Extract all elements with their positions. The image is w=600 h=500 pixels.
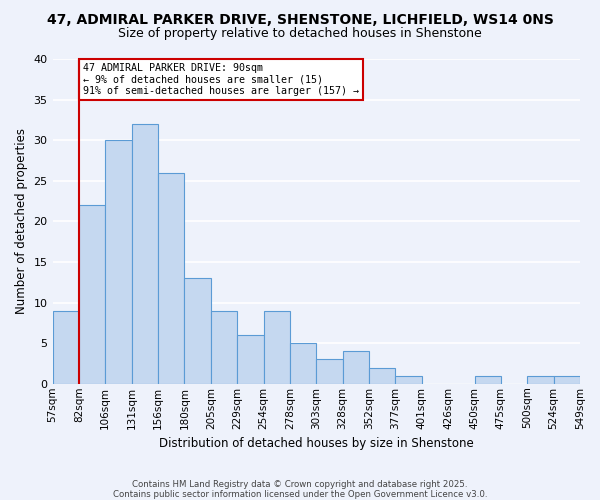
Bar: [131, 124, 158, 384]
Bar: [237, 335, 263, 384]
X-axis label: Distribution of detached houses by size in Shenstone: Distribution of detached houses by size …: [159, 437, 473, 450]
Text: Contains HM Land Registry data © Crown copyright and database right 2025.: Contains HM Land Registry data © Crown c…: [132, 480, 468, 489]
Bar: [475, 376, 501, 384]
Bar: [527, 376, 554, 384]
Bar: [343, 352, 369, 384]
Bar: [53, 310, 79, 384]
Bar: [184, 278, 211, 384]
Bar: [554, 376, 580, 384]
Bar: [211, 310, 237, 384]
Text: Size of property relative to detached houses in Shenstone: Size of property relative to detached ho…: [118, 28, 482, 40]
Bar: [158, 172, 184, 384]
Text: 47, ADMIRAL PARKER DRIVE, SHENSTONE, LICHFIELD, WS14 0NS: 47, ADMIRAL PARKER DRIVE, SHENSTONE, LIC…: [47, 12, 553, 26]
Bar: [395, 376, 422, 384]
Text: Contains public sector information licensed under the Open Government Licence v3: Contains public sector information licen…: [113, 490, 487, 499]
Bar: [263, 310, 290, 384]
Bar: [290, 343, 316, 384]
Bar: [316, 360, 343, 384]
Bar: [369, 368, 395, 384]
Y-axis label: Number of detached properties: Number of detached properties: [15, 128, 28, 314]
Bar: [79, 205, 105, 384]
Text: 47 ADMIRAL PARKER DRIVE: 90sqm
← 9% of detached houses are smaller (15)
91% of s: 47 ADMIRAL PARKER DRIVE: 90sqm ← 9% of d…: [83, 63, 359, 96]
Bar: [105, 140, 131, 384]
